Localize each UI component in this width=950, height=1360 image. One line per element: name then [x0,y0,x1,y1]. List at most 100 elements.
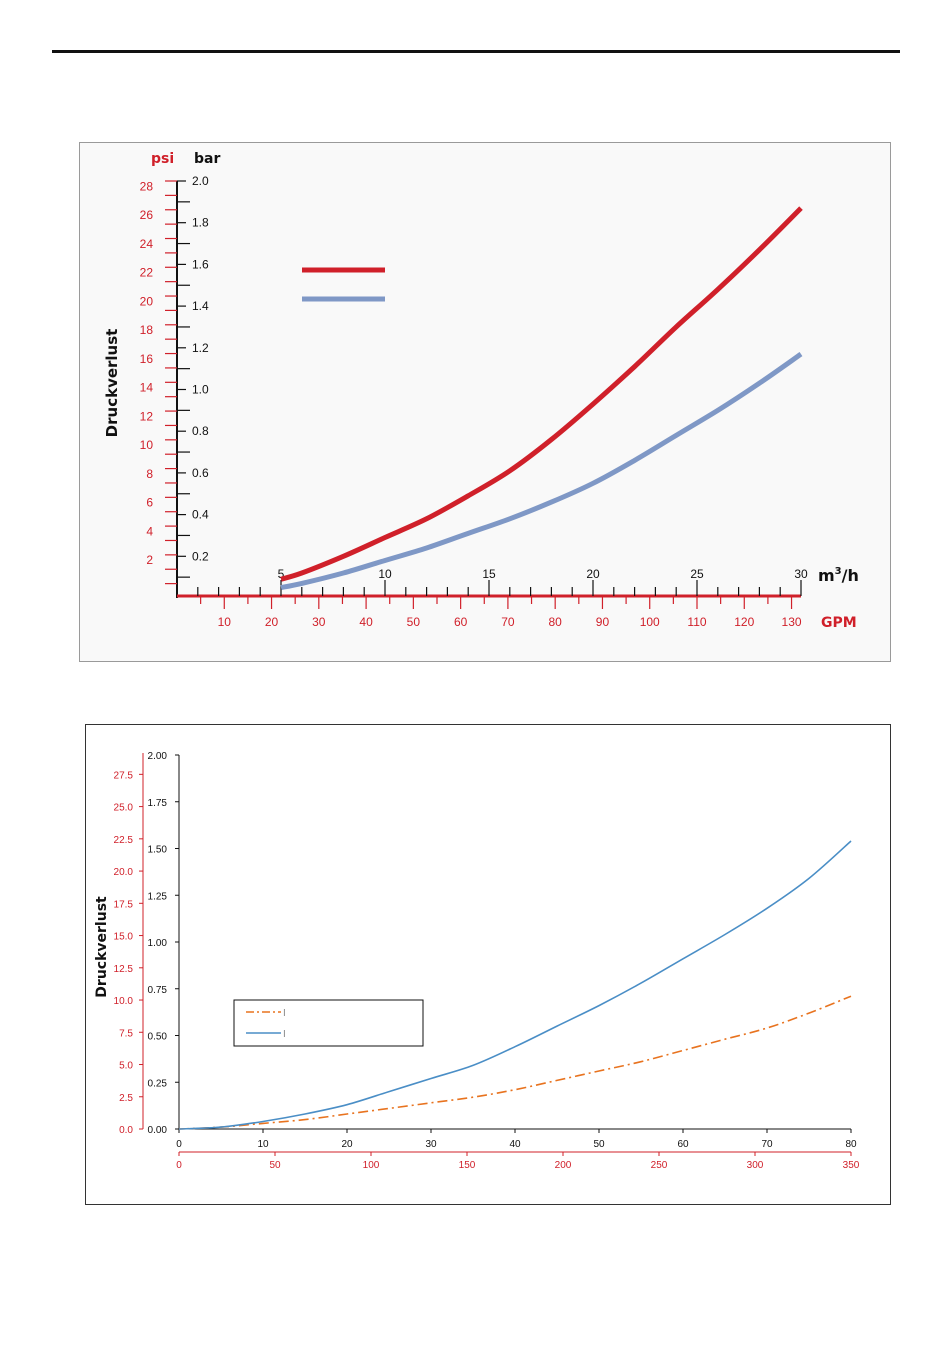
m3h-unit-sup: 3 [835,566,842,577]
psi-tick-label: 28 [140,179,154,193]
psi-tick-label: 12.5 [114,964,134,975]
psi-tick-label: 14 [140,381,154,395]
legend-label-2: I [283,1029,286,1040]
psi-tick-label: 22 [140,266,154,280]
bar-tick-label: 1.25 [148,891,168,902]
psi-tick-label: 17.5 [114,899,134,910]
gpm-tick-label: 250 [651,1160,668,1171]
gpm-tick-label: 110 [687,615,706,629]
gpm-tick-label: 200 [555,1160,572,1171]
psi-tick-label: 20 [140,294,154,308]
m3h-tick-label: 30 [425,1139,437,1150]
m3h-tick-label: 0 [176,1139,182,1150]
chart-1-svg: psi bar Druckverlust m3/h GPM 0.2 0.4 0.6 0… [103,151,859,631]
m3h-tick-label: 40 [509,1139,521,1150]
y-axis-title: Druckverlust [103,329,121,438]
chart-1: psi bar Druckverlust m3/h GPM 0.2 0.4 0.6 0… [79,142,891,662]
psi-tick-label: 10.0 [114,996,134,1007]
psi-tick-label: 4 [146,524,153,538]
gpm-tick-label: 300 [747,1160,764,1171]
bar-unit-label: bar [194,151,220,167]
m3h-tick-label: 10 [257,1139,269,1150]
psi-tick-label: 15.0 [114,932,134,943]
m3h-tick-label: 15 [482,567,496,581]
series-line-2 [280,352,803,591]
m3h-tick-label: 30 [794,567,808,581]
m3h-tick-label: 20 [586,567,600,581]
m3h-tick-label: 50 [593,1139,605,1150]
gpm-tick-label: 60 [454,615,468,629]
m3h-unit-label: m3/h [818,566,859,585]
psi-tick-label: 8 [146,467,153,481]
chart-2-svg: Druckverlust 0.0 2.5 5.0 7.5 10.0 12.5 15.0 17.… [94,751,860,1171]
psi-tick-label: 25.0 [114,803,134,814]
bar-tick-label: 0.25 [148,1078,168,1089]
psi-tick-label: 5.0 [119,1061,133,1072]
psi-tick-label: 7.5 [119,1028,133,1039]
bar-tick-label: 0.8 [192,424,209,438]
m3h-tick-label: 25 [690,567,704,581]
m3h-tick-label: 20 [341,1139,353,1150]
m3h-tick-label: 5 [278,567,285,581]
psi-tick-label: 16 [140,352,154,366]
bar-tick-label: 0.4 [192,508,209,522]
gpm-tick-label: 80 [549,615,563,629]
gpm-tick-label: 130 [782,615,802,629]
bar-tick-label: 0.75 [148,985,168,996]
psi-tick-label: 18 [140,323,154,337]
gpm-tick-label: 20 [265,615,279,629]
bar-tick-label: 0.50 [148,1032,168,1043]
psi-tick-label: 20.0 [114,867,134,878]
bar-tick-label: 2.00 [148,751,168,762]
psi-tick-label: 10 [140,438,154,452]
bar-tick-label: 1.00 [148,938,168,949]
chart-2-legend: II [233,999,424,1047]
chart-1-axes: 0.20.40.60.81.01.21.41.61.82.02468101214… [140,174,808,629]
psi-tick-label: 24 [140,237,154,251]
gpm-tick-label: 350 [843,1160,860,1171]
psi-tick-label: 12 [140,409,154,423]
bar-tick-label: 1.2 [192,341,209,355]
psi-tick-label: 2 [146,553,153,567]
gpm-tick-label: 10 [218,615,232,629]
series-line-1 [280,206,803,582]
header-rule [52,50,900,53]
gpm-tick-label: 0 [176,1160,182,1171]
series-line-2 [178,840,852,1130]
chart-2: Druckverlust 0.0 2.5 5.0 7.5 10.0 12.5 15.0 17.… [85,724,891,1205]
m3h-tick-label: 60 [677,1139,689,1150]
gpm-tick-label: 40 [359,615,373,629]
gpm-tick-label: 50 [269,1160,281,1171]
bar-tick-label: 0.00 [148,1125,168,1136]
y-axis-title-2: Druckverlust [94,896,110,998]
chart-1-legend [302,267,385,302]
series-line-1 [178,995,852,1130]
gpm-unit-label: GPM [821,615,857,631]
chart-1-series [280,206,803,591]
bar-tick-label: 0.2 [192,549,209,563]
m3h-tick-label: 10 [378,567,392,581]
bar-tick-label: 1.0 [192,383,209,397]
bar-tick-label: 1.4 [192,299,209,313]
bar-tick-label: 1.8 [192,216,209,230]
legend-label-1: I [283,1008,286,1019]
legend-box [233,999,424,1047]
gpm-tick-label: 70 [501,615,515,629]
gpm-tick-label: 150 [459,1160,476,1171]
bar-tick-label: 1.75 [148,798,168,809]
gpm-tick-label: 30 [312,615,326,629]
m3h-tick-label: 70 [761,1139,773,1150]
gpm-tick-label: 90 [596,615,610,629]
bar-tick-label: 1.50 [148,845,168,856]
gpm-tick-label: 120 [734,615,754,629]
bar-tick-label: 2.0 [192,174,209,188]
bar-tick-label: 0.6 [192,466,209,480]
m3h-unit-tail: /h [842,566,859,585]
chart-2-series [178,840,852,1130]
gpm-tick-label: 100 [640,615,660,629]
psi-tick-label: 0.0 [119,1125,133,1136]
bar-tick-label: 1.6 [192,257,209,271]
gpm-tick-label: 100 [363,1160,380,1171]
m3h-tick-label: 80 [845,1139,857,1150]
psi-unit-label: psi [151,151,174,167]
